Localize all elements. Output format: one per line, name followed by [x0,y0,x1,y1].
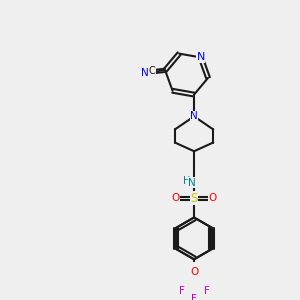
Text: N: N [141,68,149,78]
Text: S: S [190,192,198,205]
Text: C: C [149,66,155,76]
Text: O: O [208,193,217,203]
Text: F: F [179,286,184,296]
Text: N: N [190,111,198,122]
Text: F: F [191,294,197,300]
Text: H: H [183,176,191,186]
Text: N: N [196,52,205,62]
Text: O: O [190,266,198,277]
Text: O: O [172,193,180,203]
Text: F: F [204,286,209,296]
Text: N: N [188,178,196,188]
